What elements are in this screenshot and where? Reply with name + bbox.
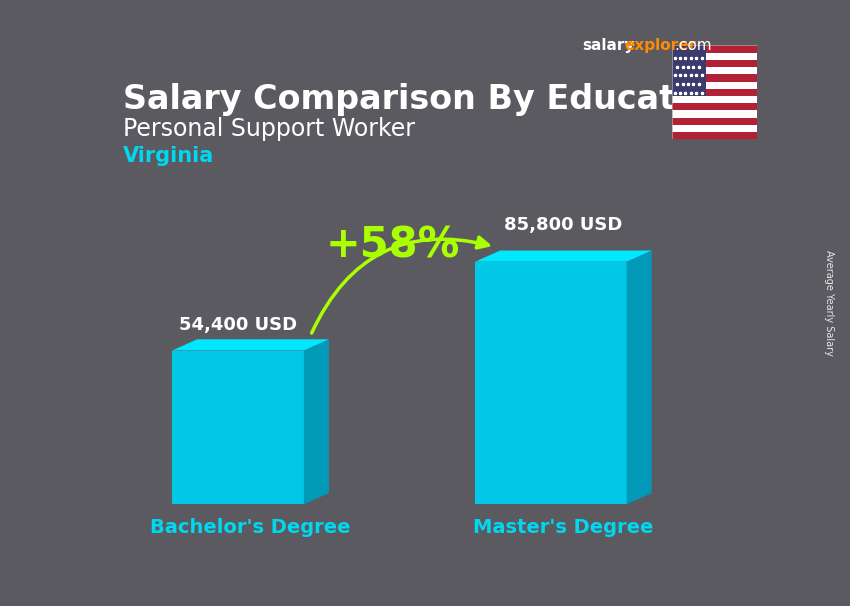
Polygon shape [626, 250, 652, 504]
Bar [672, 103, 756, 110]
Bar [672, 96, 756, 103]
Polygon shape [172, 350, 304, 504]
Text: Personal Support Worker: Personal Support Worker [122, 117, 415, 141]
Bar [672, 45, 756, 53]
Bar [672, 110, 756, 118]
Text: Virginia: Virginia [122, 147, 214, 167]
Polygon shape [475, 250, 652, 262]
Bar [672, 82, 756, 89]
Text: 85,800 USD: 85,800 USD [504, 216, 622, 234]
Bar [672, 45, 705, 96]
Text: Master's Degree: Master's Degree [473, 518, 654, 538]
Text: Bachelor's Degree: Bachelor's Degree [150, 518, 351, 538]
Polygon shape [475, 262, 626, 504]
Bar [672, 67, 756, 75]
Text: explorer: explorer [625, 38, 697, 53]
Text: .com: .com [674, 38, 711, 53]
Text: Average Yearly Salary: Average Yearly Salary [824, 250, 834, 356]
Bar [672, 118, 756, 125]
Polygon shape [172, 339, 329, 350]
Bar [672, 132, 756, 139]
Text: +58%: +58% [326, 225, 460, 267]
Bar [672, 60, 756, 67]
Bar [672, 125, 756, 132]
Text: salary: salary [582, 38, 635, 53]
Text: 54,400 USD: 54,400 USD [179, 316, 297, 334]
Polygon shape [304, 339, 329, 504]
Bar [672, 89, 756, 96]
Bar [672, 75, 756, 82]
Bar [672, 53, 756, 60]
Text: Salary Comparison By Education: Salary Comparison By Education [122, 83, 733, 116]
